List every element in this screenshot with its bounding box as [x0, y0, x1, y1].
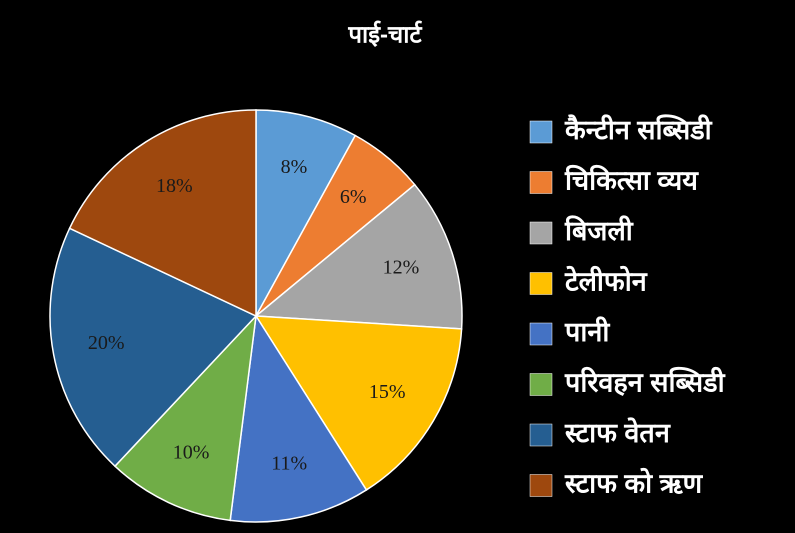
pie-slice: [254, 315, 463, 491]
pie-slice: [255, 109, 357, 317]
legend-swatch: [529, 221, 553, 245]
legend-swatch: [529, 423, 553, 447]
legend-swatch: [529, 171, 553, 194]
legend-label: बिजली: [564, 215, 634, 246]
pie-slice: [254, 183, 463, 330]
legend-swatch: [529, 322, 553, 346]
data-label: 8%: [281, 156, 308, 178]
pie-slice: [229, 313, 368, 523]
legend-swatch: [529, 474, 553, 497]
legend-label: परिवहन सब्सिडी: [564, 367, 726, 398]
data-label: 18%: [156, 175, 193, 197]
legend-label: टेलीफोन: [564, 266, 648, 297]
legend-label: चिकित्सा व्यय: [564, 165, 699, 196]
data-label: 11%: [271, 452, 307, 474]
legend-swatch: [529, 373, 553, 396]
pie-slice: [49, 227, 258, 468]
data-label: 12%: [383, 256, 420, 278]
legend-label: स्टाफ को ऋण: [564, 468, 704, 499]
legend-label: कैन्टीन सब्सिडी: [564, 114, 713, 145]
legend-swatch: [529, 272, 553, 295]
legend-swatch: [529, 120, 553, 144]
pie-slice: [113, 313, 258, 522]
data-label: 15%: [369, 381, 406, 403]
data-label: 6%: [340, 186, 367, 208]
pie-slice: [68, 109, 257, 318]
data-label: 10%: [173, 442, 210, 464]
chart-title: पाई-चार्ट: [347, 20, 422, 48]
legend-label: पानी: [564, 316, 610, 347]
data-label: 20%: [88, 332, 125, 354]
legend-label: स्टाफ वेतन: [564, 417, 671, 448]
